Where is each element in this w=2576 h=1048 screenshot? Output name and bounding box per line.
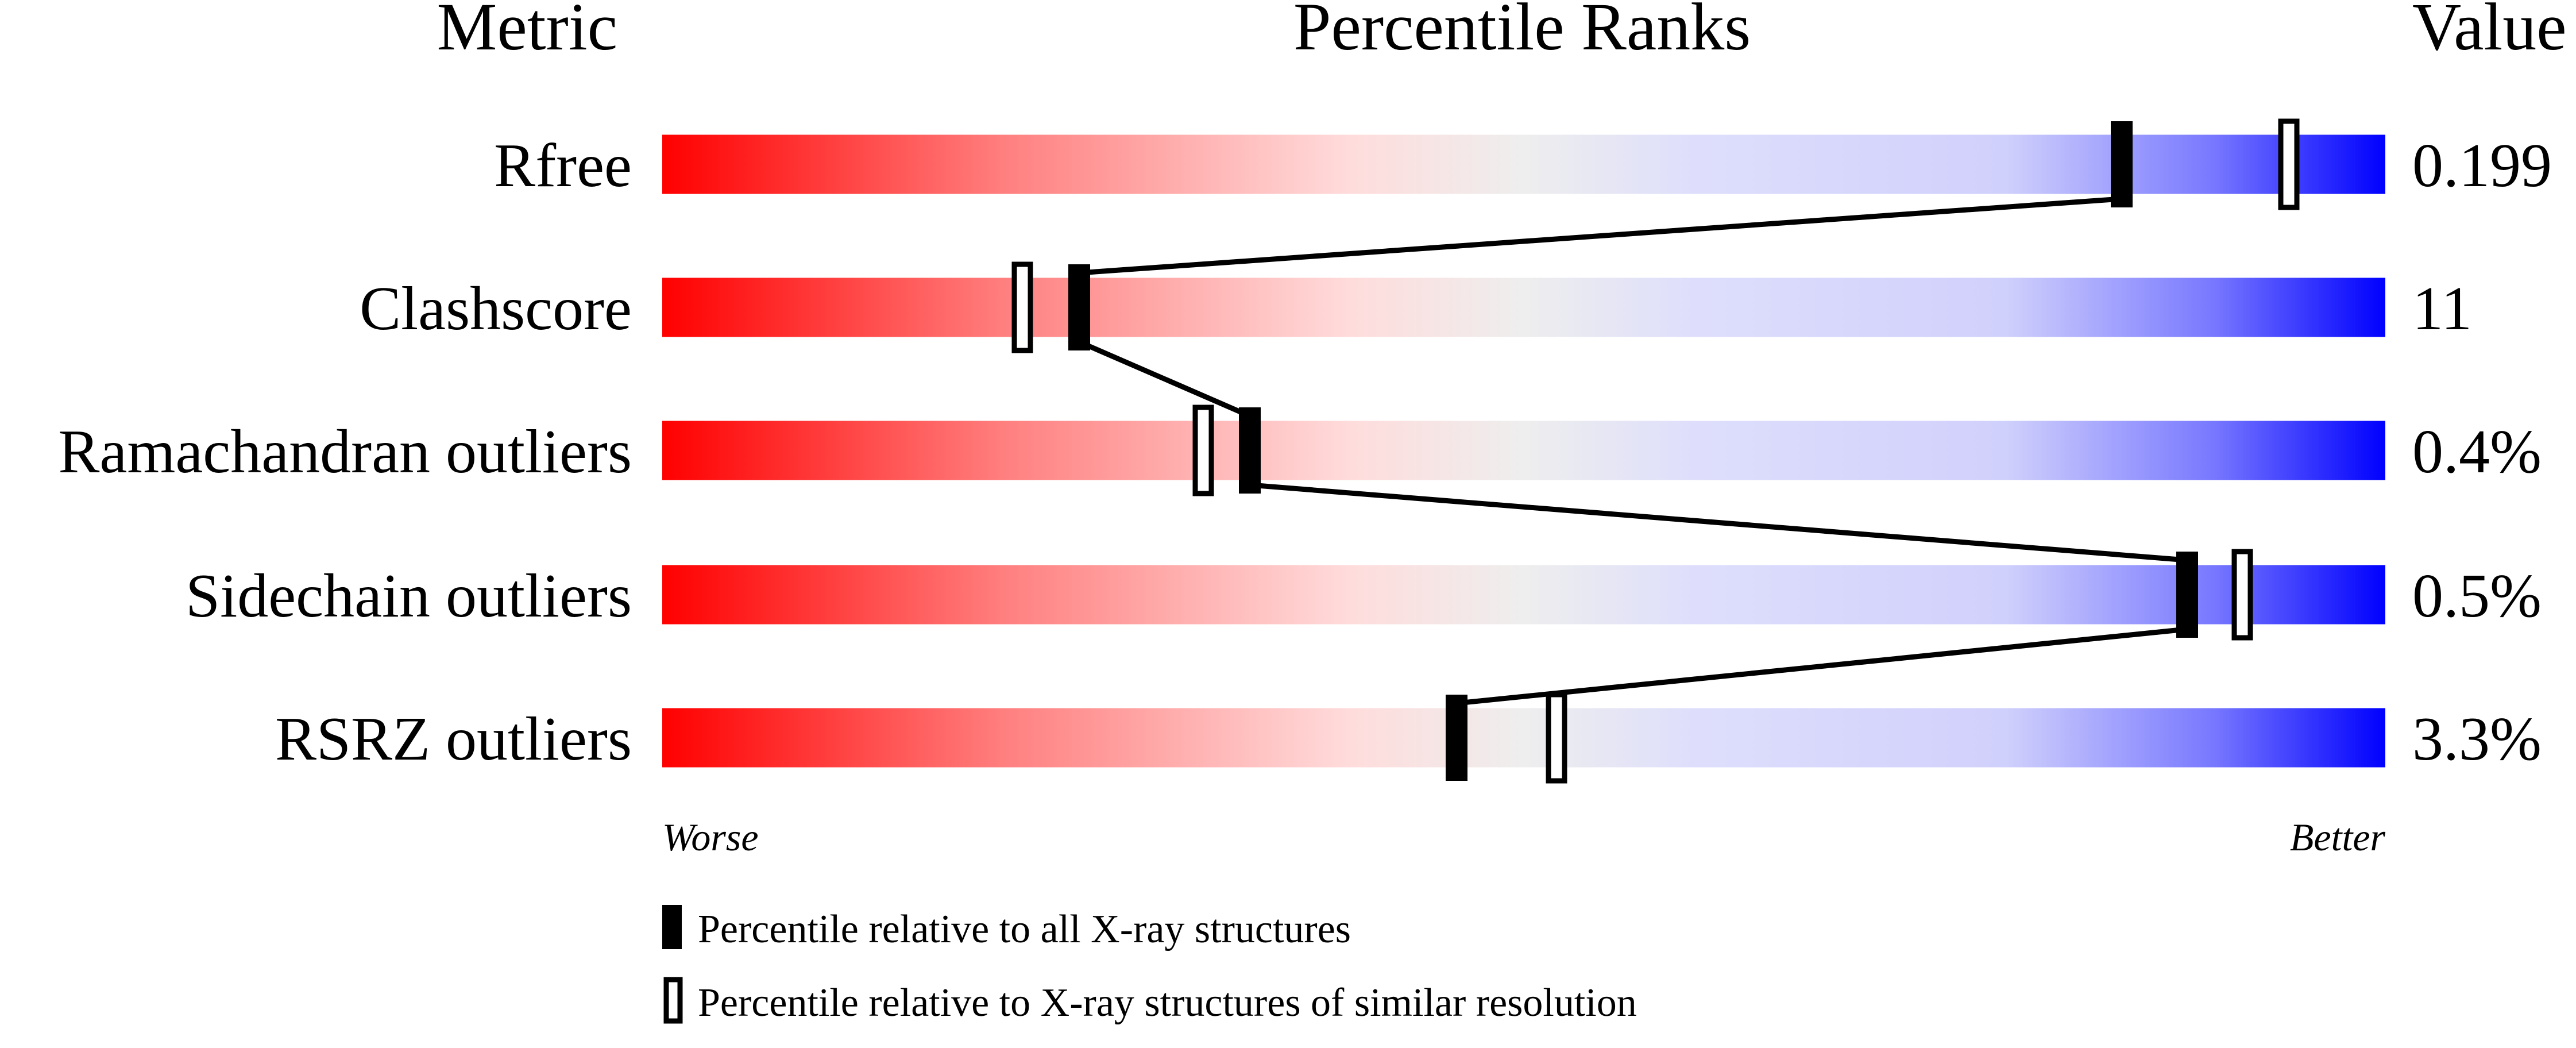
marker-all-structures — [1239, 407, 1261, 494]
marker-all-structures — [1068, 264, 1090, 350]
marker-all-structures — [2176, 552, 2198, 638]
legend-hollow-marker — [663, 977, 683, 1024]
metric-value: 3.3% — [2412, 705, 2542, 773]
marker-similar-resolution — [2231, 549, 2253, 641]
metric-value: 11 — [2412, 275, 2472, 343]
legend-label-all: Percentile relative to all X-ray structu… — [698, 907, 1351, 951]
marker-similar-resolution — [2278, 118, 2300, 210]
legend-label-similar: Percentile relative to X-ray structures … — [698, 981, 1637, 1025]
metric-label: Sidechain outliers — [186, 562, 632, 630]
header-value: Value — [2412, 0, 2567, 64]
header-metric: Metric — [437, 0, 617, 64]
header-percentile-ranks: Percentile Ranks — [1293, 0, 1751, 64]
legend-filled-marker — [662, 905, 682, 949]
marker-similar-resolution — [1011, 261, 1033, 353]
metric-value: 0.5% — [2412, 562, 2542, 630]
connector-line — [1078, 339, 1251, 419]
percentile-bar — [662, 134, 2385, 194]
percentile-bar — [662, 565, 2385, 625]
connector-line — [1079, 196, 2122, 276]
metric-label: Ramachandran outliers — [58, 418, 632, 486]
marker-all-structures — [1446, 695, 1467, 781]
axis-label-better: Better — [2290, 815, 2386, 859]
percentile-bar — [662, 278, 2385, 337]
marker-similar-resolution — [1192, 404, 1214, 496]
metric-label: Clashscore — [360, 275, 632, 343]
axis-label-worse: Worse — [662, 815, 759, 859]
percentile-bar — [662, 421, 2385, 480]
metric-value: 0.199 — [2412, 132, 2552, 200]
metric-label: RSRZ outliers — [275, 705, 632, 773]
marker-similar-resolution — [1546, 692, 1567, 784]
metric-value: 0.4% — [2412, 418, 2542, 486]
connector-line — [1249, 482, 2188, 563]
metric-label: Rfree — [494, 132, 632, 200]
marker-all-structures — [2111, 121, 2133, 207]
percentile-bar — [662, 708, 2385, 768]
connector-line — [1456, 626, 2188, 706]
